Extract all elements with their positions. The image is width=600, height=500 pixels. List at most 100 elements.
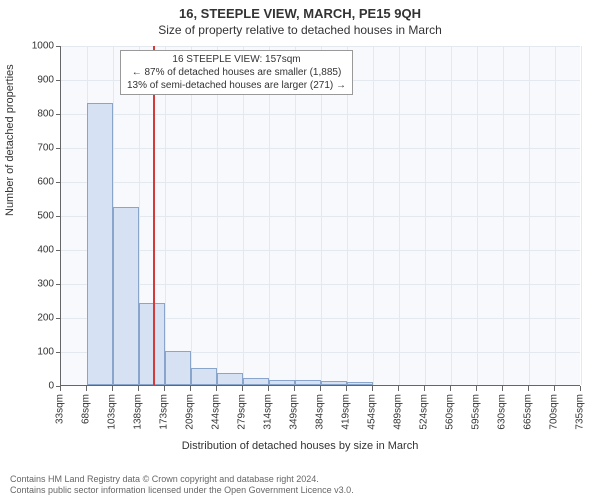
ytick-label: 200 — [0, 313, 54, 324]
grid-line-v — [165, 46, 166, 385]
xtick-mark — [164, 386, 165, 391]
xtick-mark — [528, 386, 529, 391]
histogram-bar — [243, 378, 269, 385]
ytick-mark — [56, 318, 61, 319]
xtick-label: 279sqm — [237, 394, 248, 430]
grid-line-v — [373, 46, 374, 385]
annotation-box: 16 STEEPLE VIEW: 157sqm ← 87% of detache… — [120, 50, 353, 95]
histogram-bar — [269, 380, 295, 385]
annotation-line2: ← 87% of detached houses are smaller (1,… — [127, 66, 346, 79]
page-subtitle: Size of property relative to detached ho… — [0, 21, 600, 37]
xtick-mark — [346, 386, 347, 391]
xtick-label: 419sqm — [341, 394, 352, 430]
xtick-mark — [138, 386, 139, 391]
histogram-bar — [113, 207, 139, 386]
ytick-label: 300 — [0, 279, 54, 290]
ytick-mark — [56, 114, 61, 115]
histogram-bar — [295, 380, 321, 385]
xtick-label: 314sqm — [263, 394, 274, 430]
ytick-mark — [56, 352, 61, 353]
histogram-bar — [191, 368, 217, 385]
grid-line-v — [243, 46, 244, 385]
xtick-label: 489sqm — [393, 394, 404, 430]
grid-line-v — [425, 46, 426, 385]
grid-line-v — [451, 46, 452, 385]
grid-line-v — [217, 46, 218, 385]
xtick-label: 524sqm — [419, 394, 430, 430]
xtick-mark — [216, 386, 217, 391]
xtick-label: 138sqm — [133, 394, 144, 430]
ytick-label: 0 — [0, 381, 54, 392]
xtick-label: 665sqm — [523, 394, 534, 430]
ytick-label: 1000 — [0, 41, 54, 52]
xtick-mark — [268, 386, 269, 391]
footer: Contains HM Land Registry data © Crown c… — [10, 474, 354, 496]
xtick-mark — [294, 386, 295, 391]
xtick-mark — [86, 386, 87, 391]
xtick-label: 560sqm — [445, 394, 456, 430]
histogram-bar — [347, 382, 373, 385]
grid-line-v — [555, 46, 556, 385]
ytick-mark — [56, 182, 61, 183]
ytick-mark — [56, 80, 61, 81]
plot-area — [60, 46, 580, 386]
xtick-mark — [450, 386, 451, 391]
xtick-mark — [502, 386, 503, 391]
ytick-label: 900 — [0, 75, 54, 86]
grid-line-v — [321, 46, 322, 385]
xtick-label: 244sqm — [211, 394, 222, 430]
ytick-label: 800 — [0, 109, 54, 120]
ytick-mark — [56, 216, 61, 217]
histogram-bar — [87, 103, 113, 385]
grid-line-v — [347, 46, 348, 385]
page-title: 16, STEEPLE VIEW, MARCH, PE15 9QH — [0, 0, 600, 21]
footer-line1: Contains HM Land Registry data © Crown c… — [10, 474, 354, 485]
footer-line2: Contains public sector information licen… — [10, 485, 354, 496]
xtick-mark — [580, 386, 581, 391]
ytick-mark — [56, 148, 61, 149]
grid-line-v — [477, 46, 478, 385]
xtick-mark — [60, 386, 61, 391]
ytick-label: 700 — [0, 143, 54, 154]
xtick-label: 349sqm — [289, 394, 300, 430]
xtick-mark — [424, 386, 425, 391]
histogram-bar — [217, 373, 243, 385]
chart-container: 16, STEEPLE VIEW, MARCH, PE15 9QH Size o… — [0, 0, 600, 500]
ytick-label: 500 — [0, 211, 54, 222]
xtick-mark — [320, 386, 321, 391]
ytick-label: 400 — [0, 245, 54, 256]
grid-line-v — [503, 46, 504, 385]
xtick-mark — [554, 386, 555, 391]
annotation-line1: 16 STEEPLE VIEW: 157sqm — [127, 53, 346, 66]
grid-line-v — [529, 46, 530, 385]
xtick-mark — [190, 386, 191, 391]
xtick-label: 173sqm — [159, 394, 170, 430]
ytick-label: 100 — [0, 347, 54, 358]
xtick-label: 103sqm — [107, 394, 118, 430]
xtick-label: 68sqm — [81, 394, 92, 424]
y-axis-label: Number of detached properties — [4, 64, 16, 216]
ytick-mark — [56, 46, 61, 47]
histogram-bar — [321, 381, 347, 385]
reference-line — [153, 46, 155, 385]
grid-line-v — [581, 46, 582, 385]
ytick-mark — [56, 250, 61, 251]
xtick-label: 735sqm — [575, 394, 586, 430]
xtick-label: 595sqm — [471, 394, 482, 430]
histogram-bar — [139, 303, 165, 385]
xtick-mark — [112, 386, 113, 391]
histogram-bar — [165, 351, 191, 385]
annotation-line3: 13% of semi-detached houses are larger (… — [127, 79, 346, 92]
xtick-label: 700sqm — [549, 394, 560, 430]
xtick-mark — [372, 386, 373, 391]
xtick-mark — [476, 386, 477, 391]
xtick-label: 630sqm — [497, 394, 508, 430]
grid-line-v — [191, 46, 192, 385]
grid-line-v — [269, 46, 270, 385]
xtick-mark — [398, 386, 399, 391]
grid-line-v — [295, 46, 296, 385]
xtick-mark — [242, 386, 243, 391]
xtick-label: 454sqm — [367, 394, 378, 430]
ytick-label: 600 — [0, 177, 54, 188]
xtick-label: 384sqm — [315, 394, 326, 430]
